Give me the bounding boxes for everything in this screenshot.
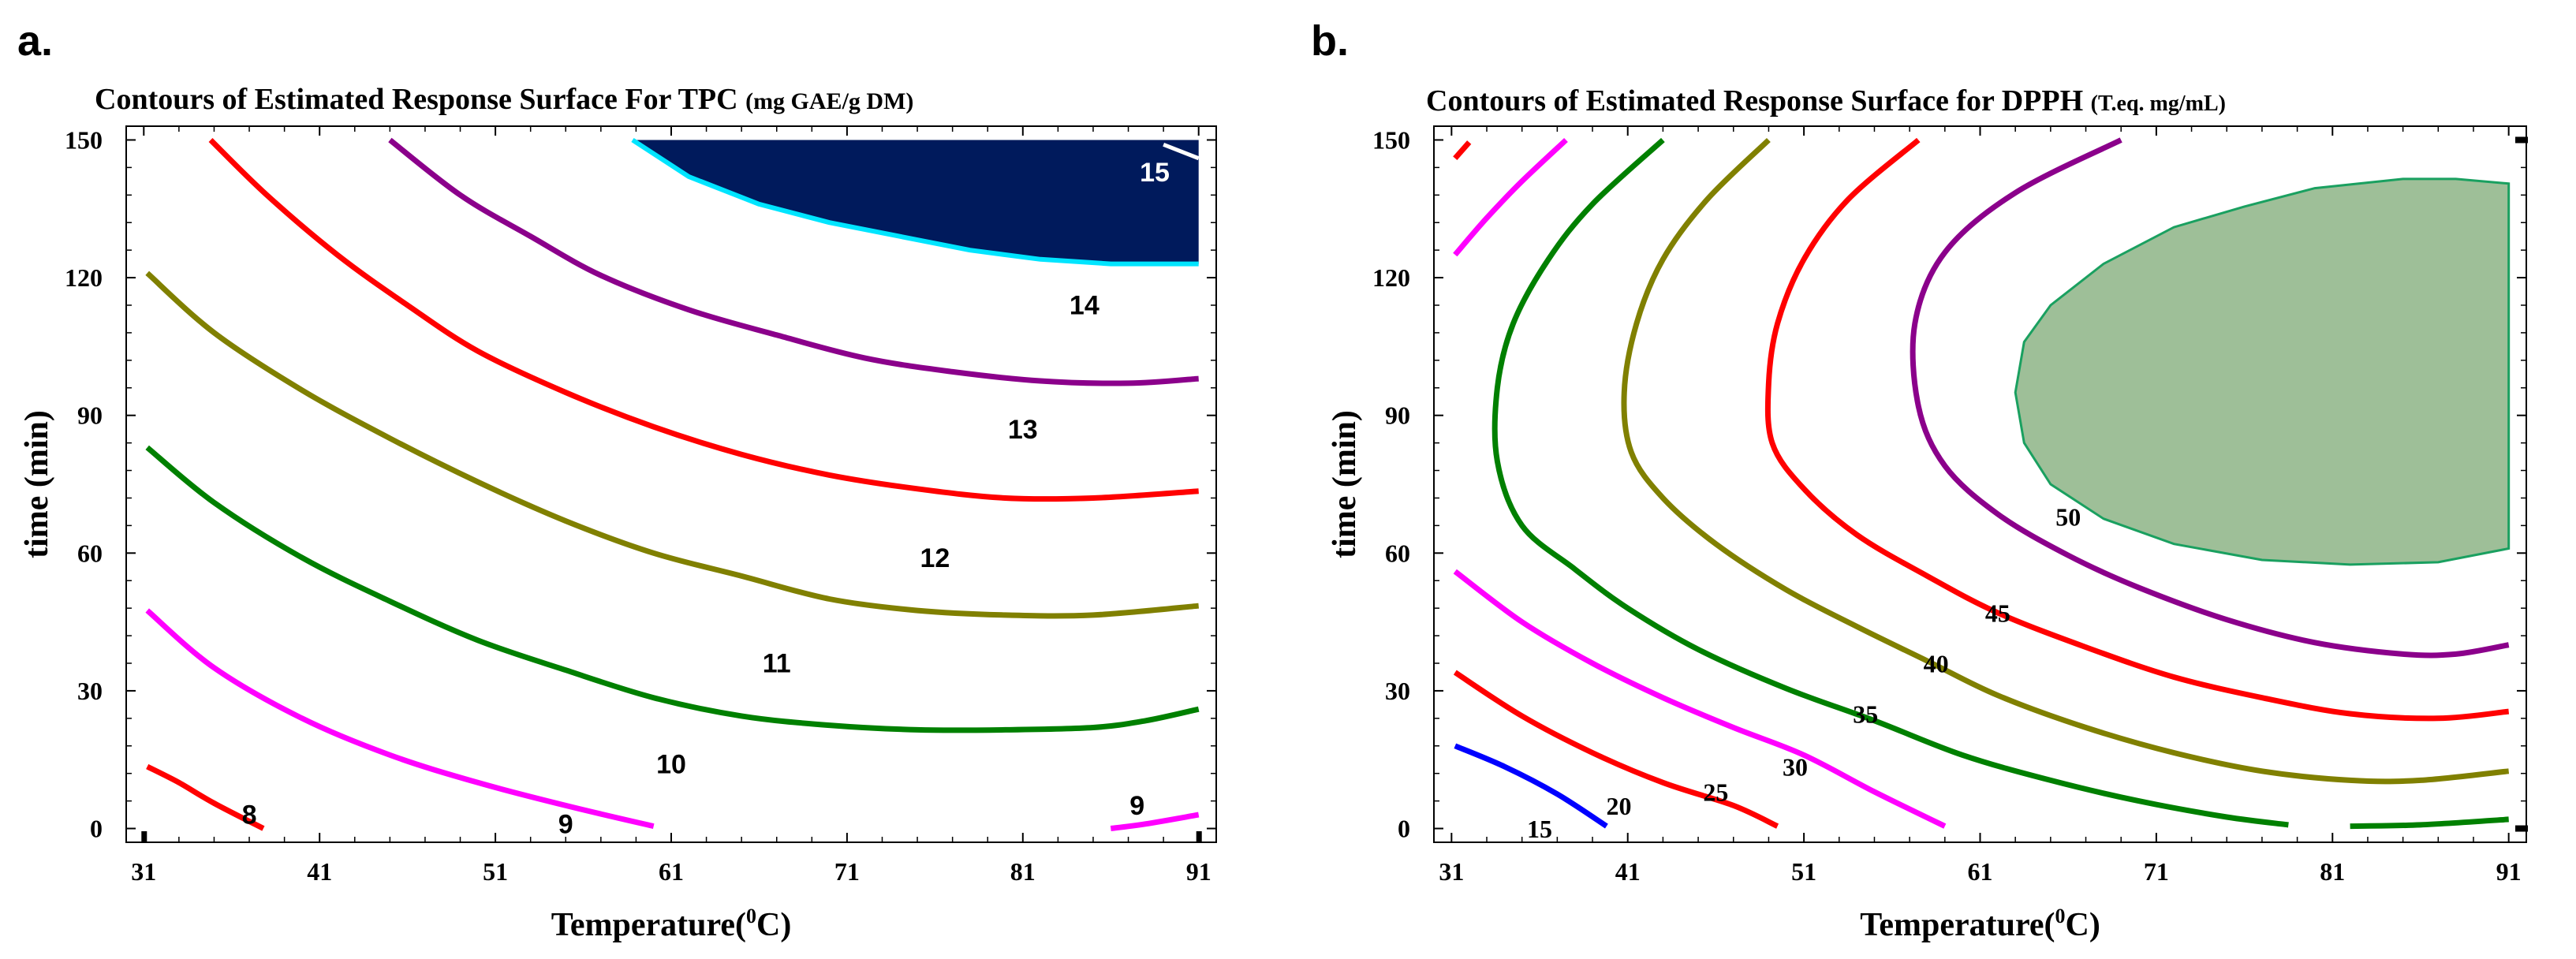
x-axis-label-sup: 0 xyxy=(2055,905,2065,927)
x-tick-label: 61 xyxy=(1968,857,1993,886)
contour-line-9 xyxy=(145,608,655,830)
contour-label-35: 35 xyxy=(1853,700,1878,729)
contour-label-11: 11 xyxy=(763,649,791,679)
contour-line-35 xyxy=(1621,137,2510,785)
filled-region-15 xyxy=(633,140,1199,264)
plot-area xyxy=(145,137,1200,831)
x-axis-label-sup: 0 xyxy=(746,905,756,927)
x-axis-label: Temperature(0C) xyxy=(551,905,792,943)
contour-label-9: 9 xyxy=(1129,791,1144,821)
x-tick-label: 51 xyxy=(483,857,508,886)
y-tick-label: 120 xyxy=(65,263,103,292)
x-tick-label: 81 xyxy=(2320,857,2345,886)
axis-ticks xyxy=(126,126,1216,842)
chart-title-unit: (mg GAE/g DM) xyxy=(745,88,913,114)
contour-line-20 xyxy=(1453,670,1779,829)
x-tick-label: 91 xyxy=(1186,857,1211,886)
contour-line-8 xyxy=(146,763,265,831)
contour-label-12: 12 xyxy=(920,543,950,573)
filled-region-edge xyxy=(631,137,1199,267)
plot-area xyxy=(1453,137,2511,830)
chart-title-main: Contours of Estimated Response Surface f… xyxy=(1426,84,2091,118)
edge-mark xyxy=(2515,136,2528,144)
contour-label-15: 15 xyxy=(1140,158,1170,188)
contour-line-40 xyxy=(1764,137,2510,722)
y-tick-label: 90 xyxy=(1385,401,1410,430)
y-tick-label: 0 xyxy=(90,815,103,843)
axis-ticks xyxy=(1434,126,2526,842)
contour-line-20 xyxy=(1453,140,1472,161)
x-tick-label: 41 xyxy=(307,857,332,886)
y-tick-label: 60 xyxy=(77,539,103,567)
x-tick-label: 51 xyxy=(1791,857,1816,886)
contour-label-20: 20 xyxy=(1607,792,1632,820)
y-tick-label: 150 xyxy=(65,125,103,154)
contour-line-10 xyxy=(145,445,1200,733)
panel-label: a. xyxy=(17,17,53,65)
contour-label-15: 15 xyxy=(1527,815,1552,843)
x-axis-label-main: Temperature( xyxy=(551,907,746,943)
x-tick-label: 41 xyxy=(1615,857,1641,886)
contour-label-30: 30 xyxy=(1783,753,1808,782)
x-tick-label: 61 xyxy=(659,857,684,886)
x-tick-label: 81 xyxy=(1010,857,1036,886)
contour-line-45 xyxy=(1910,137,2510,659)
contour-label-40: 40 xyxy=(1924,650,1949,678)
contour-line-15-mark xyxy=(1163,142,1200,161)
contour-line-13 xyxy=(388,137,1199,386)
chart-title-main: Contours of Estimated Response Surface F… xyxy=(95,83,745,116)
chart-title-unit: (T.eq. mg/mL) xyxy=(2091,91,2226,116)
x-axis-label: Temperature(0C) xyxy=(1860,905,2100,943)
edge-mark xyxy=(2515,825,2528,832)
y-tick-label: 60 xyxy=(1385,539,1410,567)
y-tick-label: 30 xyxy=(1385,677,1410,705)
panel-label: b. xyxy=(1311,17,1349,65)
chart-title: Contours of Estimated Response Surface F… xyxy=(95,83,913,116)
contour-line-30 xyxy=(1491,137,2289,828)
contour-line-25 xyxy=(1453,137,1568,257)
contour-line-30 xyxy=(2350,816,2509,830)
x-tick-label: 31 xyxy=(1439,857,1464,886)
contour-label-9: 9 xyxy=(558,809,573,839)
contour-label-14: 14 xyxy=(1070,291,1099,321)
y-tick-label: 30 xyxy=(77,677,103,705)
contour-line-15 xyxy=(1454,743,1608,829)
filled-region-edge xyxy=(2014,177,2511,566)
contour-label-13: 13 xyxy=(1008,415,1038,445)
x-tick-label: 71 xyxy=(2144,857,2169,886)
contour-label-25: 25 xyxy=(1703,778,1728,807)
x-tick-label: 91 xyxy=(2496,857,2522,886)
y-axis-label: time (min) xyxy=(19,410,55,558)
corner-mark xyxy=(1196,831,1202,842)
y-tick-label: 150 xyxy=(1372,125,1410,154)
contour-label-45: 45 xyxy=(1985,599,2010,628)
x-tick-label: 31 xyxy=(131,857,156,886)
filled-region-50 xyxy=(2015,178,2509,565)
x-axis-label-main: Temperature( xyxy=(1860,907,2055,943)
y-tick-label: 0 xyxy=(1398,815,1410,843)
chart-panel-a: a. Contours of Estimated Response Surface… xyxy=(17,17,1217,943)
contour-label-50: 50 xyxy=(2055,502,2081,531)
contour-label-10: 10 xyxy=(656,750,686,780)
y-tick-label: 90 xyxy=(77,401,103,430)
x-axis-label-end: C) xyxy=(756,907,791,943)
contour-line-9 xyxy=(1110,812,1200,831)
contour-line-25 xyxy=(1453,569,1947,829)
y-axis-label: time (min) xyxy=(1327,410,1363,558)
contour-label-8: 8 xyxy=(242,800,257,830)
contour-line-12 xyxy=(208,137,1199,502)
x-tick-label: 71 xyxy=(834,857,860,886)
chart-panel-b: b. Contours of Estimated Response Surface… xyxy=(1311,17,2528,943)
contour-line-11 xyxy=(145,271,1200,619)
chart-title: Contours of Estimated Response Surface f… xyxy=(1426,84,2226,118)
y-tick-label: 120 xyxy=(1372,263,1410,292)
x-axis-label-end: C) xyxy=(2065,907,2100,943)
corner-mark xyxy=(141,831,147,842)
